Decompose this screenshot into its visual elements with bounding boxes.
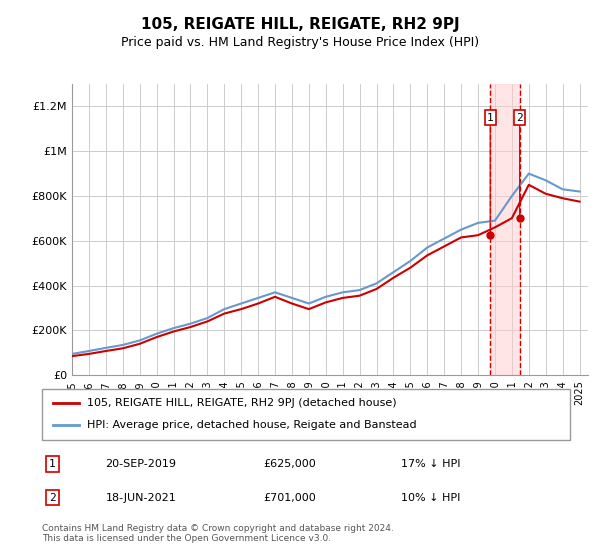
Text: 105, REIGATE HILL, REIGATE, RH2 9PJ (detached house): 105, REIGATE HILL, REIGATE, RH2 9PJ (det…	[87, 398, 397, 408]
Text: 2: 2	[49, 492, 56, 502]
Text: 20-SEP-2019: 20-SEP-2019	[106, 459, 176, 469]
Text: Contains HM Land Registry data © Crown copyright and database right 2024.
This d: Contains HM Land Registry data © Crown c…	[42, 524, 394, 543]
Text: 1: 1	[49, 459, 56, 469]
FancyBboxPatch shape	[42, 389, 570, 440]
Text: £701,000: £701,000	[264, 492, 317, 502]
Text: 105, REIGATE HILL, REIGATE, RH2 9PJ: 105, REIGATE HILL, REIGATE, RH2 9PJ	[140, 17, 460, 32]
Text: 18-JUN-2021: 18-JUN-2021	[106, 492, 176, 502]
Bar	[490, 84, 520, 375]
Text: HPI: Average price, detached house, Reigate and Banstead: HPI: Average price, detached house, Reig…	[87, 421, 416, 431]
Text: £625,000: £625,000	[264, 459, 317, 469]
Text: 17% ↓ HPI: 17% ↓ HPI	[401, 459, 461, 469]
Text: 1: 1	[487, 113, 494, 123]
Text: 10% ↓ HPI: 10% ↓ HPI	[401, 492, 460, 502]
Text: 2: 2	[516, 113, 523, 123]
Text: Price paid vs. HM Land Registry's House Price Index (HPI): Price paid vs. HM Land Registry's House …	[121, 36, 479, 49]
